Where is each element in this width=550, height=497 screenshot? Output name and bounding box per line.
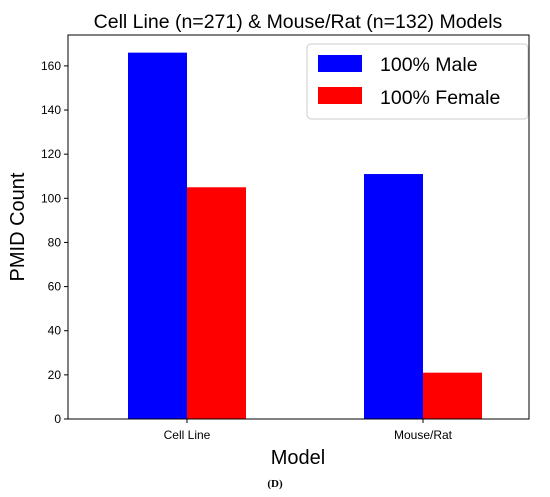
- legend: 100% Male 100% Female: [306, 43, 529, 120]
- x-tick-label: Mouse/Rat: [394, 428, 453, 442]
- y-tick-label: 140: [41, 103, 61, 117]
- figure-caption: (D): [267, 478, 283, 490]
- x-axis-ticks: Cell Line Mouse/Rat: [164, 419, 453, 442]
- legend-label-female: 100% Female: [380, 87, 500, 109]
- y-tick-label: 20: [48, 368, 62, 382]
- x-tick-label: Cell Line: [164, 428, 211, 442]
- y-tick-label: 160: [41, 59, 61, 73]
- legend-swatch-female: [318, 87, 362, 104]
- plot-frame: [67, 34, 530, 420]
- x-axis-label: Model: [271, 447, 325, 469]
- y-tick-label: 40: [48, 324, 62, 338]
- bar-female-cell-line: [187, 187, 246, 419]
- y-tick-label: 80: [48, 235, 62, 249]
- bar-female-mouse-rat: [423, 372, 482, 419]
- y-axis-label: PMID Count: [7, 172, 29, 281]
- y-tick-label: 120: [41, 147, 61, 161]
- bar-male-mouse-rat: [364, 174, 423, 419]
- chart-title: Cell Line (n=271) & Mouse/Rat (n=132) Mo…: [94, 11, 503, 33]
- bars-layer: [128, 52, 482, 419]
- legend-frame: [306, 43, 529, 120]
- y-tick-label: 100: [41, 191, 61, 205]
- bar-male-cell-line: [128, 52, 187, 419]
- y-axis-ticks: 0 20 40 60 80 100 120 140 160: [41, 59, 68, 426]
- legend-swatch-male: [318, 55, 362, 72]
- y-tick-label: 60: [48, 280, 62, 294]
- legend-label-male: 100% Male: [380, 54, 478, 76]
- y-tick-label: 0: [54, 412, 61, 426]
